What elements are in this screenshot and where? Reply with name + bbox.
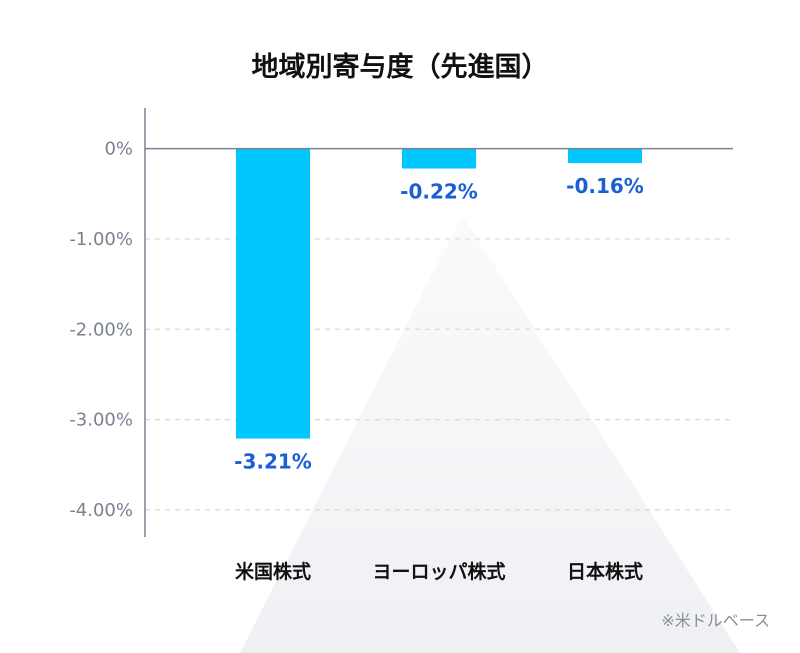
- y-tick-label: -2.00%: [69, 319, 133, 340]
- currency-note: ※米ドルベース: [661, 611, 770, 630]
- chart-title: 地域別寄与度（先進国）: [252, 51, 549, 83]
- data-label: -3.21%: [234, 450, 312, 474]
- bar: [568, 148, 642, 164]
- category-labels: 米国株式 ヨーロッパ株式 日本株式: [235, 560, 643, 583]
- bar: [402, 148, 476, 169]
- category-label: 日本株式: [567, 560, 643, 583]
- data-labels: -3.21% -0.22% -0.16%: [234, 174, 644, 473]
- y-axis-tick-labels: 0% -1.00% -2.00% -3.00% -4.00%: [69, 139, 133, 521]
- category-label: 米国株式: [235, 560, 311, 583]
- category-label: ヨーロッパ株式: [372, 560, 505, 583]
- gridlines: [145, 238, 733, 511]
- y-tick-label: -4.00%: [69, 500, 133, 521]
- bars: [236, 148, 642, 439]
- watermark-mountain: [240, 215, 740, 653]
- y-tick-label: -1.00%: [69, 229, 133, 250]
- bar: [236, 148, 310, 439]
- y-tick-label: 0%: [104, 139, 133, 160]
- y-tick-label: -3.00%: [69, 410, 133, 431]
- data-label: -0.22%: [400, 180, 478, 204]
- data-label: -0.16%: [566, 174, 644, 198]
